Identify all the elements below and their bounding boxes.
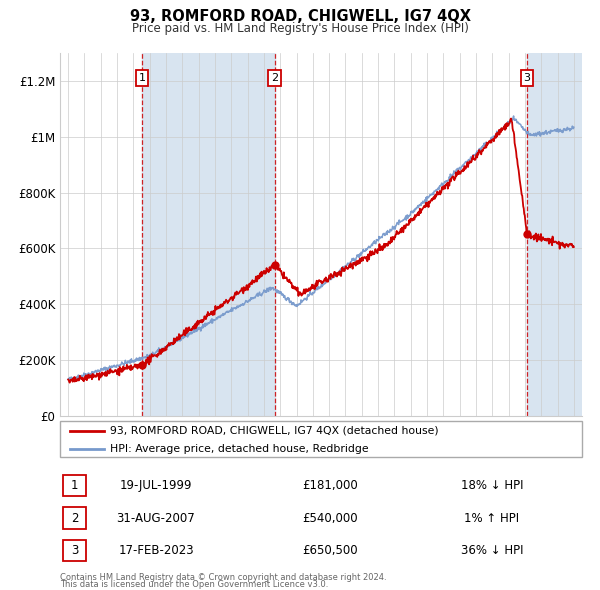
Text: 31-AUG-2007: 31-AUG-2007 bbox=[116, 512, 196, 525]
Text: 2: 2 bbox=[71, 512, 78, 525]
Text: £540,000: £540,000 bbox=[302, 512, 358, 525]
Text: 19-JUL-1999: 19-JUL-1999 bbox=[120, 479, 192, 492]
Text: £181,000: £181,000 bbox=[302, 479, 358, 492]
FancyBboxPatch shape bbox=[60, 421, 582, 457]
Text: 17-FEB-2023: 17-FEB-2023 bbox=[118, 544, 194, 557]
Text: 93, ROMFORD ROAD, CHIGWELL, IG7 4QX (detached house): 93, ROMFORD ROAD, CHIGWELL, IG7 4QX (det… bbox=[110, 426, 438, 436]
FancyBboxPatch shape bbox=[63, 540, 86, 561]
Text: 2: 2 bbox=[271, 73, 278, 83]
Text: 3: 3 bbox=[524, 73, 530, 83]
Bar bbox=[142, 53, 275, 416]
Bar bbox=[527, 53, 582, 416]
FancyBboxPatch shape bbox=[63, 507, 86, 529]
Text: 18% ↓ HPI: 18% ↓ HPI bbox=[461, 479, 523, 492]
Text: £650,500: £650,500 bbox=[302, 544, 358, 557]
FancyBboxPatch shape bbox=[63, 475, 86, 496]
Text: 3: 3 bbox=[71, 544, 78, 557]
Text: 1: 1 bbox=[139, 73, 146, 83]
Text: 1: 1 bbox=[71, 479, 78, 492]
Text: 93, ROMFORD ROAD, CHIGWELL, IG7 4QX: 93, ROMFORD ROAD, CHIGWELL, IG7 4QX bbox=[130, 9, 470, 24]
Text: 36% ↓ HPI: 36% ↓ HPI bbox=[461, 544, 523, 557]
Text: 1% ↑ HPI: 1% ↑ HPI bbox=[464, 512, 520, 525]
Text: Price paid vs. HM Land Registry's House Price Index (HPI): Price paid vs. HM Land Registry's House … bbox=[131, 22, 469, 35]
Text: Contains HM Land Registry data © Crown copyright and database right 2024.: Contains HM Land Registry data © Crown c… bbox=[60, 573, 386, 582]
Text: HPI: Average price, detached house, Redbridge: HPI: Average price, detached house, Redb… bbox=[110, 444, 368, 454]
Text: This data is licensed under the Open Government Licence v3.0.: This data is licensed under the Open Gov… bbox=[60, 580, 328, 589]
